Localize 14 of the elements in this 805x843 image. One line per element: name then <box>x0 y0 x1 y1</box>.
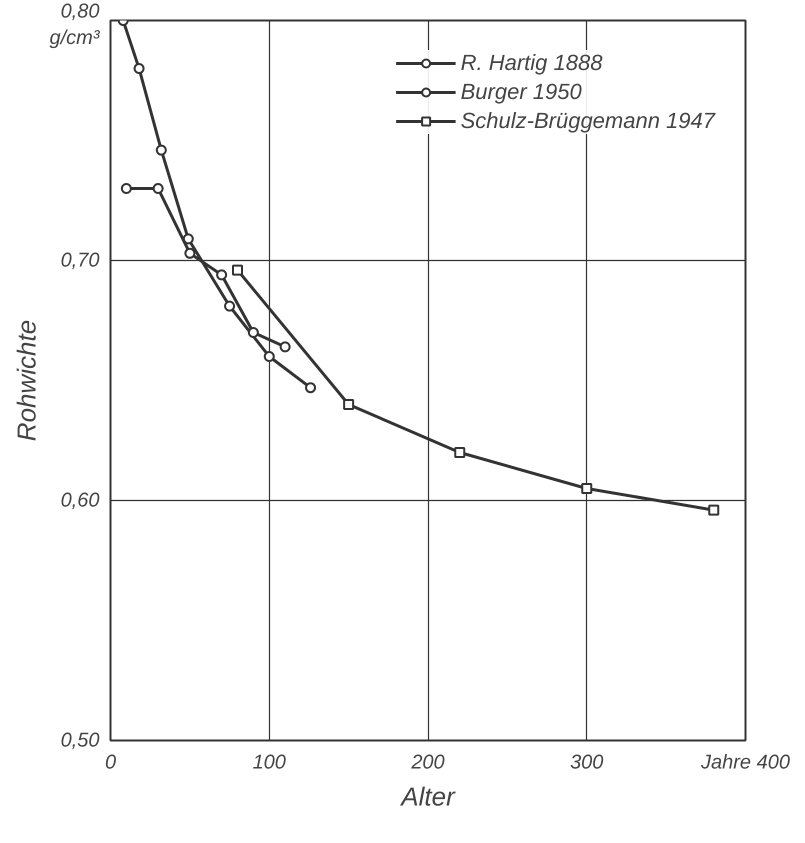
y-tick-label: 0,60 <box>60 490 100 512</box>
legend-label: R. Hartig 1888 <box>460 50 602 76</box>
x-tick-label: Jahre 400 <box>700 752 790 774</box>
x-axis-title: Alter <box>399 782 456 812</box>
y-tick-label: 0,80 g/cm³ <box>50 0 101 49</box>
x-tick-label: 300 <box>570 752 604 774</box>
y-tick-label: 0,70 <box>60 250 100 272</box>
x-tick-label: 200 <box>410 752 445 774</box>
legend-label: Schulz-Brüggemann 1947 <box>460 108 715 134</box>
y-tick-label: 0,50 <box>60 730 100 752</box>
x-tick-label: 100 <box>252 752 286 774</box>
legend-label: Burger 1950 <box>460 79 582 105</box>
y-axis-title: Rohwichte <box>12 320 42 442</box>
x-tick-label: 0 <box>104 752 116 774</box>
